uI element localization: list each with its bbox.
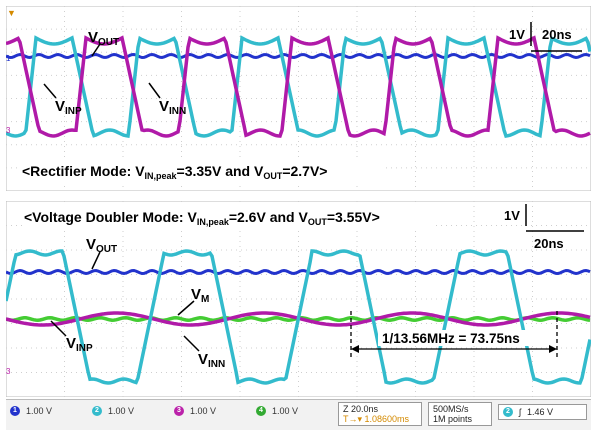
timebase-value: 20.0ns	[351, 404, 379, 414]
vout-arrow	[91, 251, 101, 270]
trigger-channel-badge: 2	[503, 407, 513, 417]
vinn-trace	[6, 35, 591, 138]
volt-scale-label: 1V	[509, 27, 525, 42]
sample-rate: 500MS/s	[433, 404, 469, 414]
rectifier-mode-plot: ▼ 1 3 VOUT VINP VINN 1V 20ns <Rectifier …	[6, 6, 591, 191]
trigger-position: 1.08600ms	[364, 414, 410, 424]
ch1-scale: 1.00 V	[26, 405, 53, 416]
ch2-scale: 1.00 V	[108, 405, 135, 416]
ch3-setting[interactable]: 3 1.00 V	[174, 405, 216, 416]
ch4-scale: 1.00 V	[272, 405, 299, 416]
voltage-doubler-plot: 3 <Voltage Doubler Mode: VIN,peak=2.6V a…	[6, 201, 591, 397]
ch1-badge: 1	[10, 405, 20, 416]
record-length: 1M points	[433, 414, 473, 424]
vinp-arrow	[50, 320, 67, 337]
ch4-badge: 4	[256, 405, 266, 416]
grid	[6, 201, 591, 397]
vinp-arrow	[43, 83, 57, 99]
ch2-setting[interactable]: 2 1.00 V	[92, 405, 134, 416]
ch3-scale: 1.00 V	[190, 405, 217, 416]
ch3-marker: 3	[6, 367, 11, 376]
period-arrowhead-left	[351, 345, 359, 353]
doubler-caption: <Voltage Doubler Mode: VIN,peak=2.6V and…	[24, 209, 380, 227]
vout-label: VOUT	[86, 236, 117, 255]
ch3-marker: 3	[6, 126, 11, 135]
ch1-marker: 1	[6, 54, 11, 63]
ch3-badge: 3	[174, 405, 184, 416]
caption-box	[22, 205, 436, 229]
vm-arrow	[177, 300, 195, 316]
volt-scale-label: 1V	[504, 208, 520, 223]
rectifier-caption: <Rectifier Mode: VIN,peak=3.35V and VOUT…	[22, 163, 327, 181]
scope-status-bar: 1 1.00 V 2 1.00 V 3 1.00 V 4 1.00 V Z 20…	[6, 399, 591, 430]
time-scale-label: 20ns	[534, 236, 564, 251]
period-annotation: 1/13.56MHz = 73.75ns	[382, 331, 520, 346]
period-label-bg	[378, 330, 548, 346]
voltage-doubler-scope-panel: 3 <Voltage Doubler Mode: VIN,peak=2.6V a…	[6, 201, 591, 397]
timebase-icon: Z	[343, 404, 351, 414]
vout-trace	[6, 52, 591, 60]
trigger-marker: ▼	[7, 8, 16, 18]
vinp-label: VINP	[55, 98, 82, 117]
vinp-label: VINP	[66, 335, 93, 354]
trigger-position-icon: T→▾	[343, 414, 365, 424]
ch2-badge: 2	[92, 405, 102, 416]
time-scale-label: 20ns	[542, 27, 572, 42]
vout-arrow	[91, 43, 101, 57]
vinn-label: VINN	[159, 98, 186, 117]
period-arrowhead-right	[549, 345, 557, 353]
trigger-box[interactable]: 2 ʃ 1.46 V	[498, 404, 587, 420]
vinn-label: VINN	[198, 351, 225, 370]
vinp-trace	[6, 249, 591, 385]
rectifier-mode-scope-panel: ▼ 1 3 VOUT VINP VINN 1V 20ns <Rectifier …	[6, 6, 591, 191]
vout-trace	[6, 268, 591, 276]
ch4-setting[interactable]: 4 1.00 V	[256, 405, 298, 416]
vinn-arrow	[148, 82, 161, 99]
caption-box	[20, 158, 386, 183]
rising-edge-icon: ʃ	[519, 407, 521, 417]
ch1-setting[interactable]: 1 1.00 V	[10, 405, 52, 416]
trigger-level: 1.46 V	[527, 407, 554, 417]
acquisition-box[interactable]: 500MS/s 1M points	[428, 402, 492, 426]
timebase-box[interactable]: Z 20.0ns T→▾ 1.08600ms	[338, 402, 422, 426]
vinn-arrow	[183, 335, 200, 352]
vout-label: VOUT	[88, 29, 119, 48]
vm-label: VM	[191, 286, 209, 305]
